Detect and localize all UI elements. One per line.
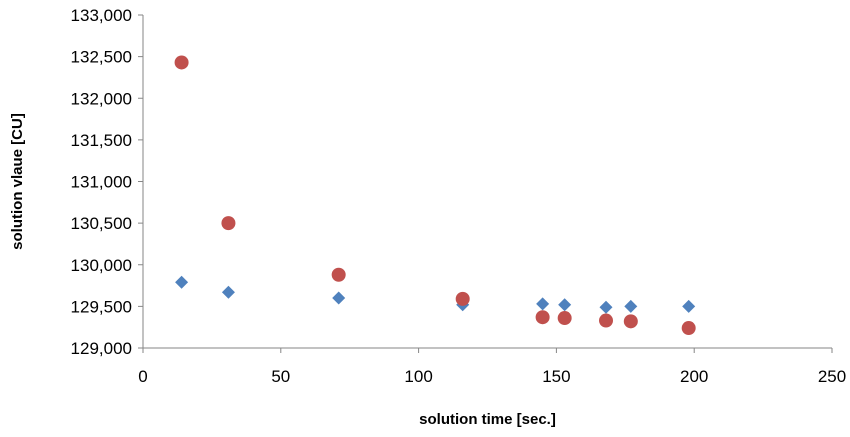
y-tick-label: 129,000	[71, 339, 132, 358]
series-0-diamond-points	[175, 275, 696, 314]
circle-point	[455, 291, 470, 306]
data-points	[174, 55, 696, 336]
diamond-point	[221, 285, 235, 299]
x-tick-label: 0	[138, 367, 147, 386]
circle-point	[221, 216, 236, 231]
y-axis-ticks: 129,000 129,500 130,000 130,500 131,000 131,5…	[71, 6, 143, 358]
circle-point	[599, 313, 614, 328]
circle-point	[331, 267, 346, 282]
circle-point	[557, 311, 572, 326]
diamond-point	[332, 291, 346, 305]
circle-point	[174, 55, 189, 70]
x-axis-ticks: 0 50 100 150 200 250	[138, 348, 846, 386]
y-tick-label: 129,500	[71, 297, 132, 316]
x-tick-label: 150	[542, 367, 570, 386]
y-tick-label: 131,000	[71, 173, 132, 192]
diamond-point	[682, 299, 696, 313]
x-tick-label: 200	[680, 367, 708, 386]
x-tick-label: 50	[271, 367, 290, 386]
y-axis-title: solution vlaue [CU]	[9, 113, 26, 250]
y-tick-label: 132,500	[71, 48, 132, 67]
diamond-point	[624, 299, 638, 313]
y-tick-label: 132,000	[71, 89, 132, 108]
circle-point	[535, 310, 550, 325]
diamond-point	[175, 275, 189, 289]
x-axis-title: solution time [sec.]	[419, 411, 556, 428]
circle-point	[681, 321, 696, 336]
series-1-circle-points	[174, 55, 696, 336]
circle-point	[623, 314, 638, 329]
diamond-point	[536, 297, 550, 311]
diamond-point	[558, 298, 572, 312]
y-tick-label: 130,000	[71, 256, 132, 275]
y-tick-label: 130,500	[71, 214, 132, 233]
y-tick-label: 133,000	[71, 6, 132, 25]
diamond-point	[599, 300, 613, 314]
y-tick-label: 131,500	[71, 131, 132, 150]
axes	[142, 15, 832, 349]
x-tick-label: 250	[818, 367, 846, 386]
x-tick-label: 100	[404, 367, 432, 386]
